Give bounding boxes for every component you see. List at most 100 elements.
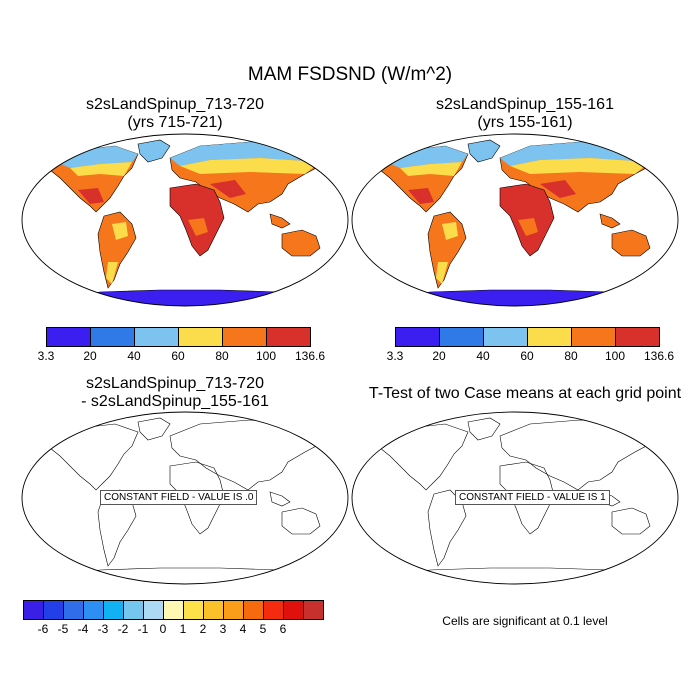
panel-3-title-line1: s2sLandSpinup_713-720 [86, 375, 264, 392]
colorbar-swatches [46, 327, 311, 347]
colorbar-swatch [134, 327, 178, 347]
arabia [210, 180, 246, 198]
colorbar-swatch [222, 327, 266, 347]
amazon-region [442, 222, 458, 240]
colorbar-tick-label: 3 [219, 622, 227, 636]
colorbar-swatch [143, 600, 163, 620]
map-border [351, 411, 679, 585]
colorbar-swatch [103, 600, 123, 620]
colorbar-panel-2: 3.3 20 40 60 80 100 136.6 [387, 327, 674, 367]
colorbar-swatch [243, 600, 263, 620]
colorbar-swatch [178, 327, 222, 347]
north-america-arctic [52, 146, 138, 168]
panel-1-title-line2: (yrs 715-721) [127, 114, 223, 131]
southeast-asia [269, 213, 291, 229]
amazon-region [112, 222, 128, 240]
panel-1-title: s2sLandSpinup_713-720 (yrs 715-721) [25, 96, 325, 132]
colorbar-swatch [283, 600, 303, 620]
map-border [21, 133, 349, 307]
colorbar-swatch [439, 327, 483, 347]
map-panel-2 [351, 133, 679, 307]
colorbar-swatch [615, 327, 660, 347]
colorbar-tick-label: 80 [215, 349, 229, 363]
australia [281, 229, 321, 257]
colorbar-swatch [83, 600, 103, 620]
north-america-arctic [382, 146, 468, 168]
panel-4-title: T-Test of two Case means at each grid po… [350, 385, 700, 403]
panel-2-title-line2: (yrs 155-161) [477, 114, 573, 131]
colorbar-tick-label: 136.6 [643, 349, 675, 363]
colorbar-tick-label: 40 [127, 349, 141, 363]
australia-outline [611, 507, 651, 535]
panel-2-title-line1: s2sLandSpinup_155-161 [436, 96, 614, 113]
colorbar-tick-label: 4 [239, 622, 247, 636]
panel-3-title: s2sLandSpinup_713-720 - s2sLandSpinup_15… [25, 375, 325, 411]
constant-field-label-4: CONSTANT FIELD - VALUE IS 1 [455, 490, 610, 505]
greenland [137, 139, 171, 163]
colorbar-tick-label: 40 [476, 349, 490, 363]
panel-4-title-line1: T-Test of two Case means at each grid po… [368, 385, 682, 402]
colorbar-swatch [63, 600, 83, 620]
colorbar-tick-label: -1 [137, 622, 149, 636]
colorbar-tick-label: 80 [564, 349, 578, 363]
colorbar-swatch [223, 600, 243, 620]
antarctica [389, 289, 651, 306]
colorbar-swatch [395, 327, 439, 347]
southeast-asia-outline [269, 491, 291, 507]
north-america-outline [379, 423, 469, 491]
north-america-outline [49, 423, 139, 491]
map-border [351, 133, 679, 307]
southeast-asia [599, 213, 621, 229]
antarctica [59, 289, 321, 306]
eurasia-midlat [180, 158, 320, 174]
colorbar-panel-1: 3.3 20 40 60 80 100 136.6 [38, 327, 325, 367]
colorbar-swatch [90, 327, 134, 347]
colorbar-tick-label: -3 [97, 622, 109, 636]
colorbar-swatch [123, 600, 143, 620]
colorbar-swatch [163, 600, 183, 620]
patagonia [436, 262, 448, 284]
colorbar-swatch [266, 327, 311, 347]
panel-3-title-line2: - s2sLandSpinup_155-161 [81, 393, 269, 410]
colorbar-swatch [303, 600, 324, 620]
north-america-midlat [400, 162, 462, 176]
north-america-midlat [70, 162, 132, 176]
colorbar-tick-label: -5 [57, 622, 69, 636]
north-america-dry [78, 188, 104, 204]
colorbar-tick-label: 1 [179, 622, 187, 636]
north-america-dry [408, 188, 434, 204]
colorbar-tick-label: 0 [159, 622, 167, 636]
colorbar-swatch [203, 600, 223, 620]
colorbar-tick-label: 60 [520, 349, 534, 363]
map-border [21, 411, 349, 585]
colorbar-swatch [571, 327, 615, 347]
colorbar-tick-label: 3.3 [386, 349, 404, 363]
colorbar-swatch [183, 600, 203, 620]
colorbar-swatch [23, 600, 43, 620]
central-africa [518, 218, 538, 236]
colorbar-tick-label: -4 [77, 622, 89, 636]
colorbar-tick-label: 136.6 [294, 349, 326, 363]
colorbar-tick-label: 100 [604, 349, 626, 363]
colorbar-swatch [263, 600, 283, 620]
colorbar-tick-label: 2 [199, 622, 207, 636]
colorbar-tick-label: 3.3 [37, 349, 55, 363]
panel-1-title-line1: s2sLandSpinup_713-720 [86, 96, 264, 113]
greenland-outline [467, 417, 501, 441]
colorbar-swatches [23, 600, 324, 620]
colorbar-tick-label: -6 [37, 622, 49, 636]
colorbar-tick-label: 20 [432, 349, 446, 363]
australia-outline [281, 507, 321, 535]
colorbar-tick-label: 5 [259, 622, 267, 636]
figure-title: MAM FSDSND (W/m^2) [247, 64, 453, 85]
greenland-outline [137, 417, 171, 441]
central-africa [188, 218, 208, 236]
colorbar-swatch [43, 600, 63, 620]
colorbar-tick-label: 6 [279, 622, 287, 636]
constant-field-label-3: CONSTANT FIELD - VALUE IS .0 [100, 490, 258, 505]
colorbar-swatch [483, 327, 527, 347]
eurasia-midlat [510, 158, 650, 174]
colorbar-diff: -6 -5 -4 -3 -2 -1 0 1 2 3 4 5 6 [23, 600, 326, 640]
greenland [467, 139, 501, 163]
colorbar-swatch [46, 327, 90, 347]
